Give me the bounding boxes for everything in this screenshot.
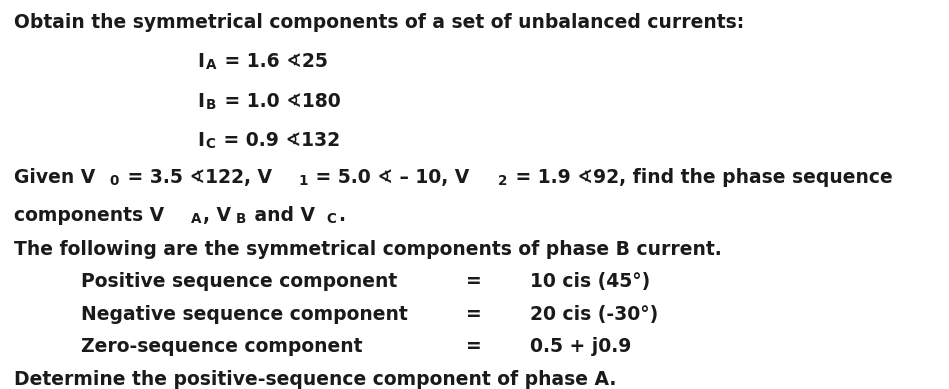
Text: and V: and V [248,206,315,225]
Text: .: . [339,206,345,225]
Text: = 1.9 ∢92, find the phase sequence: = 1.9 ∢92, find the phase sequence [509,168,892,187]
Text: Obtain the symmetrical components of a set of unbalanced currents:: Obtain the symmetrical components of a s… [14,13,744,32]
Text: A: A [191,212,201,226]
Text: B: B [206,98,216,112]
Text: = 1.0 ∢180: = 1.0 ∢180 [218,91,341,110]
Text: 20 cis (-30°): 20 cis (-30°) [530,305,659,324]
Text: = 0.9 ∢132: = 0.9 ∢132 [217,131,341,150]
Text: I: I [197,131,204,150]
Text: =: = [466,337,481,356]
Text: Determine the positive-sequence component of phase A.: Determine the positive-sequence componen… [14,370,617,389]
Text: = 3.5 ∢122, V: = 3.5 ∢122, V [121,168,271,187]
Text: 0.5 + j0.9: 0.5 + j0.9 [530,337,632,356]
Text: components V: components V [14,206,164,225]
Text: 0: 0 [109,175,119,189]
Text: , V: , V [203,206,231,225]
Text: The following are the symmetrical components of phase B current.: The following are the symmetrical compon… [14,240,722,259]
Text: 10 cis (45°): 10 cis (45°) [530,272,651,291]
Text: = 5.0 ∢ – 10, V: = 5.0 ∢ – 10, V [309,168,470,187]
Text: C: C [206,137,215,151]
Text: = 1.6 ∢25: = 1.6 ∢25 [218,52,327,71]
Text: I: I [197,91,204,110]
Text: Given V: Given V [14,168,95,187]
Text: Zero-sequence component: Zero-sequence component [81,337,363,356]
Text: I: I [197,52,204,71]
Text: Negative sequence component: Negative sequence component [81,305,407,324]
Text: =: = [466,272,481,291]
Text: C: C [326,212,337,226]
Text: A: A [206,58,216,72]
Text: 2: 2 [497,175,507,189]
Text: =: = [466,305,481,324]
Text: B: B [236,212,246,226]
Text: 1: 1 [298,175,307,189]
Text: Positive sequence component: Positive sequence component [81,272,397,291]
